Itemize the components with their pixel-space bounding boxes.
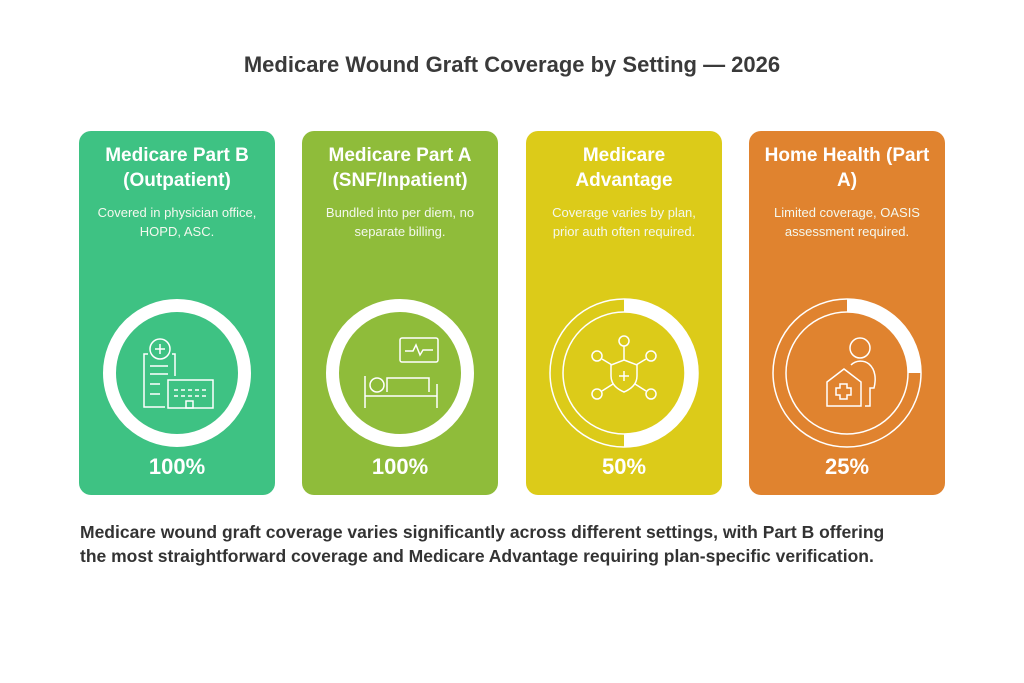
- shield-network-icon: [591, 335, 657, 400]
- home-care-person-icon: [826, 337, 876, 407]
- page-title: Medicare Wound Graft Coverage by Setting…: [243, 52, 781, 77]
- coverage-arc: [326, 299, 474, 447]
- card-heading: Medicare Advantage: [575, 145, 673, 191]
- card-heading: Medicare Part A (SNF/Inpatient): [328, 145, 472, 191]
- coverage-arc: [103, 299, 251, 447]
- coverage-percent: 100%: [148, 454, 206, 479]
- coverage-ring: [772, 298, 922, 448]
- ring-inner-track: [785, 311, 909, 435]
- card-description: Coverage varies by plan, prior auth ofte…: [552, 205, 696, 239]
- ring-outer-track: [549, 298, 699, 448]
- card-part-a: Medicare Part A (SNF/Inpatient) Bundled …: [302, 131, 498, 495]
- card-heading: Medicare Part B (Outpatient): [105, 145, 249, 191]
- coverage-percent: 25%: [824, 454, 870, 479]
- coverage-arc: [846, 299, 921, 374]
- ring-outer-track: [772, 298, 922, 448]
- coverage-arc: [623, 299, 698, 447]
- clinic-document-icon: [143, 338, 214, 409]
- card-home-health: Home Health (Part A) Limited coverage, O…: [749, 131, 945, 495]
- coverage-percent: 100%: [371, 454, 429, 479]
- card-part-b: Medicare Part B (Outpatient) Covered in …: [79, 131, 275, 495]
- hospital-bed-monitor-icon: [364, 337, 439, 408]
- coverage-ring: [326, 299, 474, 447]
- card-description: Covered in physician office, HOPD, ASC.: [97, 205, 257, 239]
- card-heading: Home Health (Part A): [764, 145, 930, 191]
- card-medicare-advantage: Medicare Advantage Coverage varies by pl…: [526, 131, 722, 495]
- coverage-ring: [549, 298, 699, 448]
- summary-text: Medicare wound graft coverage varies sig…: [80, 522, 885, 566]
- card-description: Limited coverage, OASIS assessment requi…: [774, 205, 920, 239]
- card-description: Bundled into per diem, no separate billi…: [325, 205, 475, 239]
- coverage-percent: 50%: [601, 454, 647, 479]
- ring-inner-track: [562, 311, 686, 435]
- coverage-ring: [103, 299, 251, 447]
